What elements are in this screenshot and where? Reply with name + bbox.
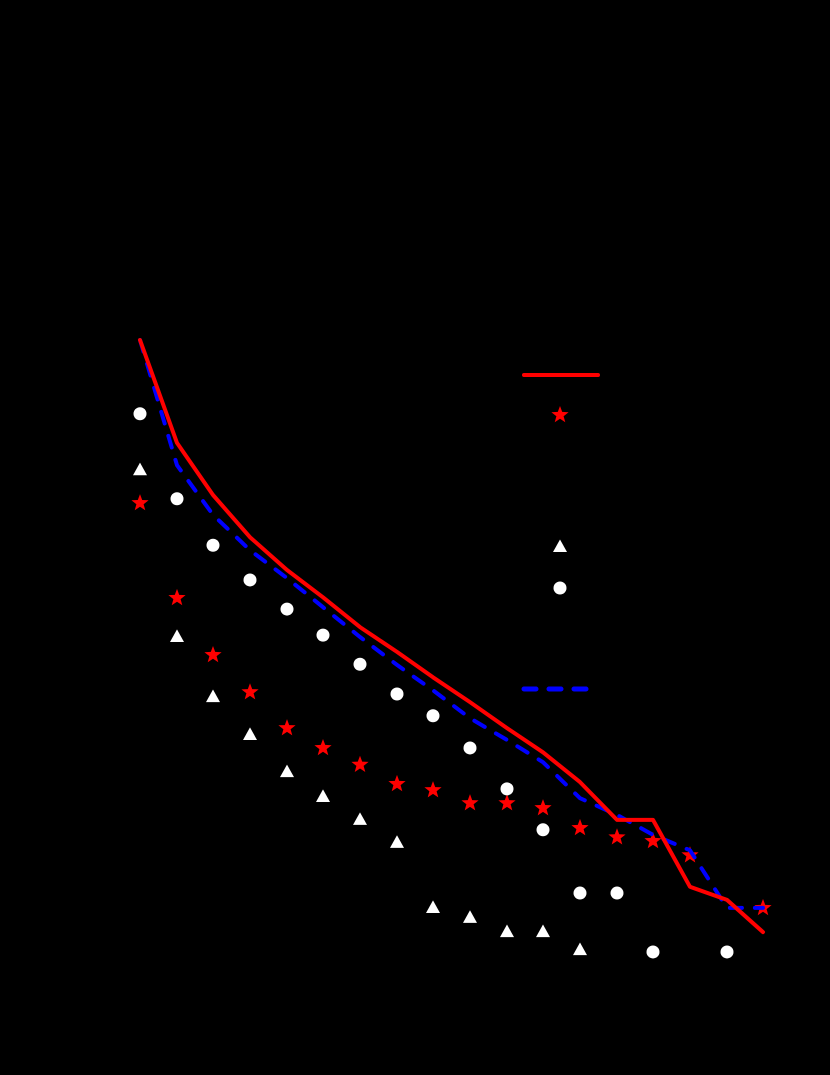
star-marker-icon (498, 794, 516, 811)
star-marker-icon (534, 799, 552, 816)
star-marker-icon (461, 794, 479, 811)
series-1-line (138, 338, 765, 935)
circle-marker-icon (390, 687, 404, 701)
circle-marker-icon (133, 407, 147, 421)
triangle-marker-icon (426, 900, 440, 913)
star-marker-icon (241, 683, 259, 700)
circle-marker-icon (610, 886, 624, 900)
triangle-marker-icon (316, 789, 330, 802)
circle-marker-icon (536, 823, 550, 837)
star-marker-icon (608, 828, 626, 845)
series-5 (138, 338, 765, 910)
star-marker-icon (571, 818, 589, 836)
star-marker-icon (644, 832, 662, 849)
legend-circle-icon (553, 581, 567, 595)
star-marker-icon (314, 739, 332, 756)
series-4 (133, 407, 734, 959)
triangle-marker-icon (280, 764, 294, 778)
series-3 (133, 462, 587, 956)
triangle-marker-icon (390, 835, 404, 848)
circle-marker-icon (243, 573, 257, 587)
triangle-marker-icon (536, 924, 550, 938)
triangle-marker-icon (170, 629, 184, 643)
triangle-marker-icon (353, 812, 367, 825)
star-marker-icon (204, 646, 222, 663)
star-marker-icon (681, 846, 699, 863)
triangle-marker-icon (463, 910, 477, 923)
circle-marker-icon (500, 782, 514, 796)
circle-marker-icon (316, 628, 330, 642)
star-marker-icon (388, 774, 406, 792)
circle-marker-icon (280, 602, 294, 616)
legend-triangle-icon (553, 539, 567, 553)
legend-star-icon (551, 406, 569, 423)
circle-marker-icon (720, 945, 734, 959)
triangle-marker-icon (243, 727, 257, 740)
star-marker-icon (168, 588, 186, 606)
plot-area (131, 338, 772, 959)
circle-marker-icon (646, 945, 660, 959)
circle-marker-icon (573, 886, 587, 900)
circle-marker-icon (206, 538, 220, 552)
star-marker-icon (131, 494, 149, 511)
circle-marker-icon (426, 709, 440, 723)
star-marker-icon (424, 781, 442, 798)
circle-marker-icon (463, 741, 477, 755)
series-5-line (138, 338, 765, 910)
circle-marker-icon (170, 492, 184, 506)
star-marker-icon (351, 755, 369, 772)
triangle-marker-icon (206, 689, 220, 703)
triangle-marker-icon (573, 942, 587, 956)
triangle-marker-icon (133, 462, 147, 476)
series-1 (138, 338, 765, 935)
legend (521, 373, 600, 692)
triangle-marker-icon (500, 924, 514, 938)
circle-marker-icon (353, 657, 367, 671)
star-marker-icon (278, 719, 296, 736)
